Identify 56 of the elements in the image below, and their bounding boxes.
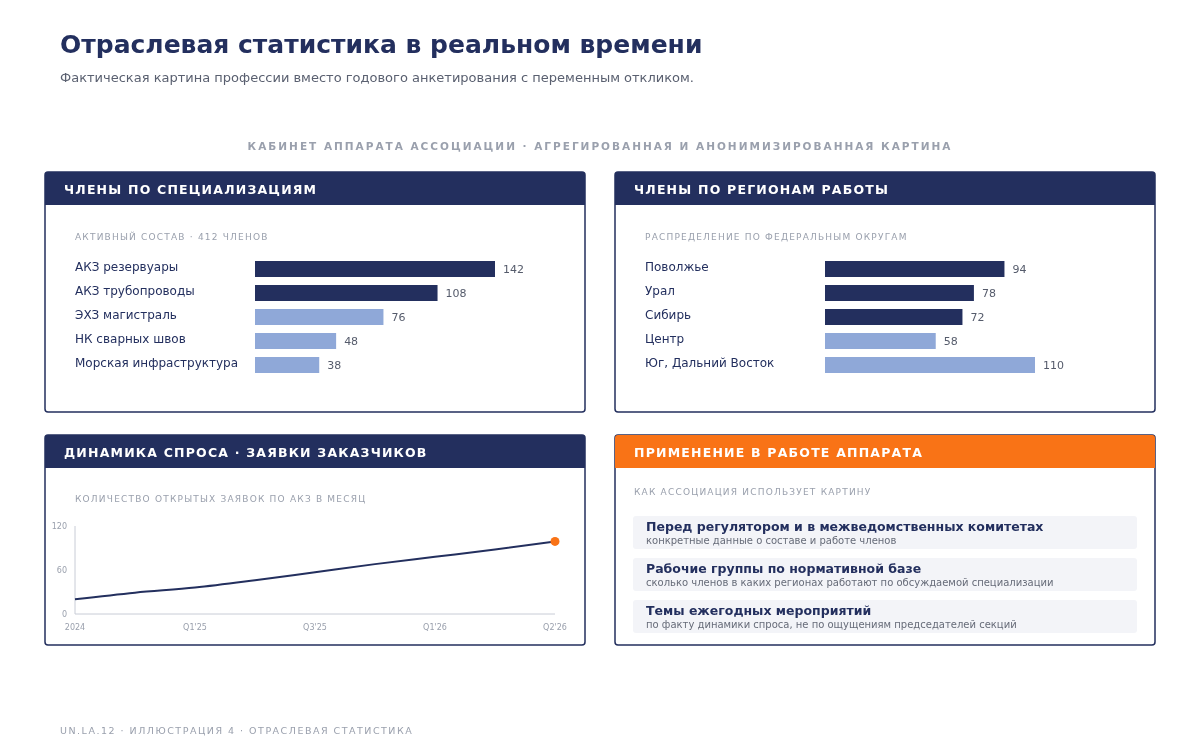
bar xyxy=(255,357,320,373)
x-tick-label: Q1'26 xyxy=(423,623,447,632)
text: КАБИНЕТ АППАРАТА АССОЦИАЦИИ · АГРЕГИРОВАННАЯ И АНОНИМИЗИРОВАННАЯ КАРТИНА xyxy=(247,140,953,152)
y-tick-label: 120 xyxy=(51,522,67,531)
y-tick-label: АКЗ трубопроводы xyxy=(75,284,195,298)
bar xyxy=(825,285,974,301)
bar xyxy=(825,333,936,349)
x-tick-label: Q2'26 xyxy=(543,623,567,632)
data-label: 38 xyxy=(327,359,342,372)
bar xyxy=(825,357,1035,373)
bar xyxy=(825,261,1005,277)
data-label: 110 xyxy=(1043,359,1064,372)
y-tick-label: Сибирь xyxy=(645,308,692,322)
y-tick-label: Центр xyxy=(645,332,685,346)
text: Фактическая картина профессии вместо годового анкетирования с переменным откликом. xyxy=(60,70,694,85)
chart-title: ДИНАМИКА СПРОСА · ЗАЯВКИ ЗАКАЗЧИКОВ xyxy=(64,445,428,460)
chart-title: ЧЛЕНЫ ПО РЕГИОНАМ РАБОТЫ xyxy=(634,182,890,197)
y-tick-label: АКЗ резервуары xyxy=(75,260,179,274)
data-label: 78 xyxy=(981,287,996,300)
data-label: 48 xyxy=(344,335,359,348)
text: по факту динамики спроса, не по ощущениям председателей секций xyxy=(646,619,1017,630)
y-tick-label: 60 xyxy=(56,566,67,575)
x-tick-label: Q3'25 xyxy=(303,623,327,632)
y-tick-label: Урал xyxy=(645,284,675,298)
y-tick-label: Морская инфраструктура xyxy=(75,356,239,370)
y-tick-label: Поволжье xyxy=(645,260,709,274)
bar xyxy=(825,309,963,325)
y-tick-label: ЭХЗ магистраль xyxy=(75,308,177,322)
x-tick-label: 2024 xyxy=(64,623,86,632)
data-label: 142 xyxy=(503,263,524,276)
text: Рабочие группы по нормативной базе xyxy=(646,561,922,576)
text: Отраслевая статистика в реальном времени xyxy=(60,30,703,59)
text: АКТИВНЫЙ СОСТАВ · 412 ЧЛЕНОВ xyxy=(75,231,269,242)
data-label: 72 xyxy=(970,311,985,324)
bar xyxy=(255,333,337,349)
text: сколько членов в каких регионах работают по обсуждаемой специализации xyxy=(646,577,1054,588)
chart-title: ЧЛЕНЫ ПО СПЕЦИАЛИЗАЦИЯМ xyxy=(64,182,318,197)
data-label: 108 xyxy=(445,287,467,300)
y-tick-label: Юг, Дальний Восток xyxy=(645,356,775,370)
data-label: 76 xyxy=(391,311,406,324)
bar xyxy=(255,309,384,325)
data-label: 58 xyxy=(943,335,958,348)
text: конкретные данные о составе и работе членов xyxy=(646,535,897,546)
data-label: 94 xyxy=(1012,263,1027,276)
chart-subtitle: РАСПРЕДЕЛЕНИЕ ПО ФЕДЕРАЛЬНЫМ ОКРУГАМ xyxy=(645,232,908,242)
text: Темы ежегодных мероприятий xyxy=(646,603,872,618)
bar xyxy=(255,261,495,277)
chart-subtitle: КОЛИЧЕСТВО ОТКРЫТЫХ ЗАЯВОК ПО АКЗ В МЕСЯЦ xyxy=(75,494,367,504)
text: Перед регулятором и в межведомственных комитетах xyxy=(646,519,1044,534)
y-tick-label: НК сварных швов xyxy=(75,332,186,346)
text: UN.LA.12 · ИЛЛЮСТРАЦИЯ 4 · ОТРАСЛЕВАЯ СТАТИСТИКА xyxy=(60,725,414,736)
text: КАК АССОЦИАЦИЯ ИСПОЛЬЗУЕТ КАРТИНУ xyxy=(634,487,872,497)
text: ПРИМЕНЕНИЕ В РАБОТЕ АППАРАТА xyxy=(634,445,924,460)
bar xyxy=(255,285,438,301)
y-tick-label: 0 xyxy=(61,610,67,619)
x-tick-label: Q1'25 xyxy=(183,623,207,632)
